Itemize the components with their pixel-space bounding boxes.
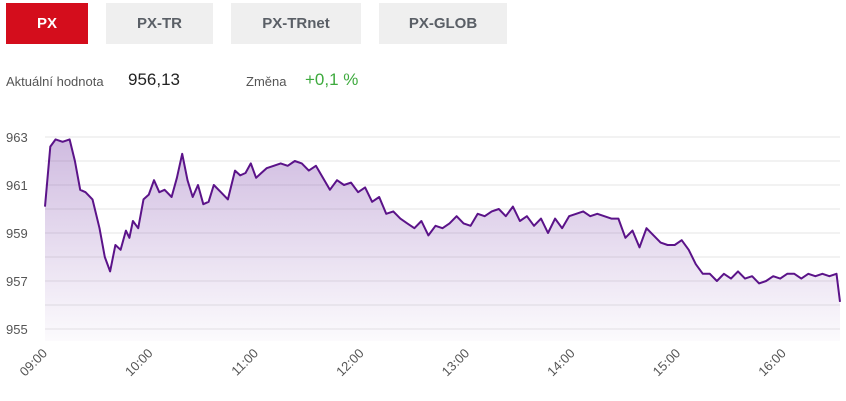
y-tick-label: 963 — [6, 130, 28, 145]
tab-px-tr[interactable]: PX-TR — [106, 3, 213, 44]
price-line — [44, 138, 841, 303]
y-tick-label: 961 — [6, 178, 28, 193]
x-tick-label: 16:00 — [755, 346, 789, 380]
x-tick-label: 12:00 — [333, 346, 367, 380]
current-value: 956,13 — [128, 70, 180, 89]
y-tick-label: 959 — [6, 226, 28, 241]
tab-px-glob[interactable]: PX-GLOB — [379, 3, 507, 44]
tab-px[interactable]: PX — [6, 3, 88, 44]
tab-px-trnet[interactable]: PX-TRnet — [231, 3, 361, 44]
index-stats: Aktuální hodnota 956,13 Změna +0,1 % — [6, 70, 426, 94]
y-tick-label: 955 — [6, 322, 28, 337]
change-label: Změna — [246, 74, 287, 89]
change-value: +0,1 % — [305, 70, 359, 89]
y-axis: 955 957 959 961 963 — [6, 130, 28, 337]
x-tick-label: 15:00 — [650, 346, 684, 380]
x-tick-label: 09:00 — [17, 346, 51, 380]
x-axis: 09:00 10:00 11:00 12:00 13:00 14:00 15:00 16:00 — [17, 346, 789, 380]
x-tick-label: 10:00 — [122, 346, 156, 380]
x-tick-label: 14:00 — [544, 346, 578, 380]
y-tick-label: 957 — [6, 274, 28, 289]
x-tick-label: 11:00 — [228, 346, 261, 379]
current-value-label: Aktuální hodnota — [6, 74, 104, 89]
price-area — [45, 139, 840, 341]
x-tick-label: 13:00 — [439, 346, 473, 380]
index-chart: 955 957 959 961 963 09:00 10:00 11:00 12:00 13:0… — [6, 130, 841, 380]
